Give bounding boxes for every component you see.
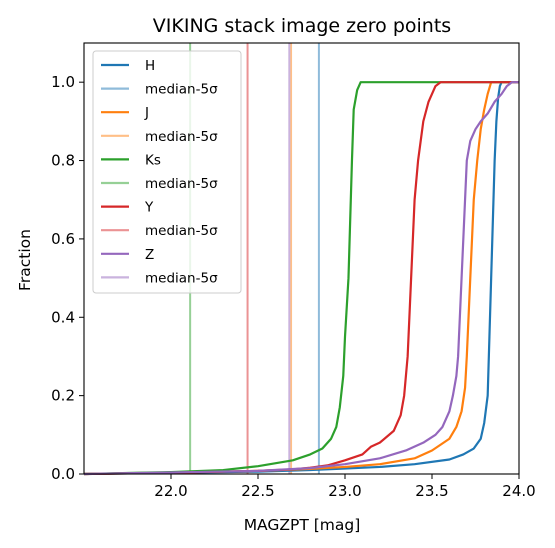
legend-entry-ks-label: Ks	[145, 152, 161, 168]
x-tick-label: 22.5	[241, 482, 274, 500]
series-line-ks	[83, 81, 519, 476]
legend-entry-median-y-label: median-5σ	[145, 223, 218, 239]
series-line-h	[83, 81, 519, 476]
y-tick-label: 0.4	[51, 308, 75, 326]
axes: 22.0 22.5 23.0 23.5 24.0 0.0 0.2 0.4 0.6 0.8 1.0	[51, 42, 536, 500]
chart-title: VIKING stack image zero points	[153, 15, 451, 37]
legend-entry-y-label: Y	[144, 200, 154, 216]
y-tick-label: 1.0	[51, 73, 75, 91]
x-tick-label: 22.0	[154, 482, 187, 500]
series-lines	[83, 81, 519, 476]
legend-entry-j-label: J	[144, 105, 149, 121]
y-tick-label: 0.0	[51, 465, 75, 483]
y-tick-label: 0.8	[51, 152, 75, 170]
y-tick-label: 0.2	[51, 387, 75, 405]
legend-box	[92, 50, 242, 294]
legend-entry-median-j-label: median-5σ	[145, 129, 218, 145]
series-line-z	[83, 81, 519, 476]
series-line-j	[83, 81, 519, 476]
y-tick-label: 0.6	[51, 230, 75, 248]
legend-entry-z-label: Z	[145, 247, 154, 263]
x-axis-label: MAGZPT [mag]	[244, 516, 361, 534]
y-axis-label: Fraction	[16, 229, 34, 291]
x-tick-label: 24.0	[502, 482, 535, 500]
legend-entry-h-label: H	[145, 58, 155, 74]
legend-entry-median-z-label: median-5σ	[145, 270, 218, 286]
legend-entry-median-h-label: median-5σ	[145, 82, 218, 98]
legend-entry-median-ks-label: median-5σ	[145, 176, 218, 192]
x-tick-label: 23.0	[328, 482, 361, 500]
x-tick-label: 23.5	[415, 482, 448, 500]
plot-frame	[83, 42, 520, 475]
